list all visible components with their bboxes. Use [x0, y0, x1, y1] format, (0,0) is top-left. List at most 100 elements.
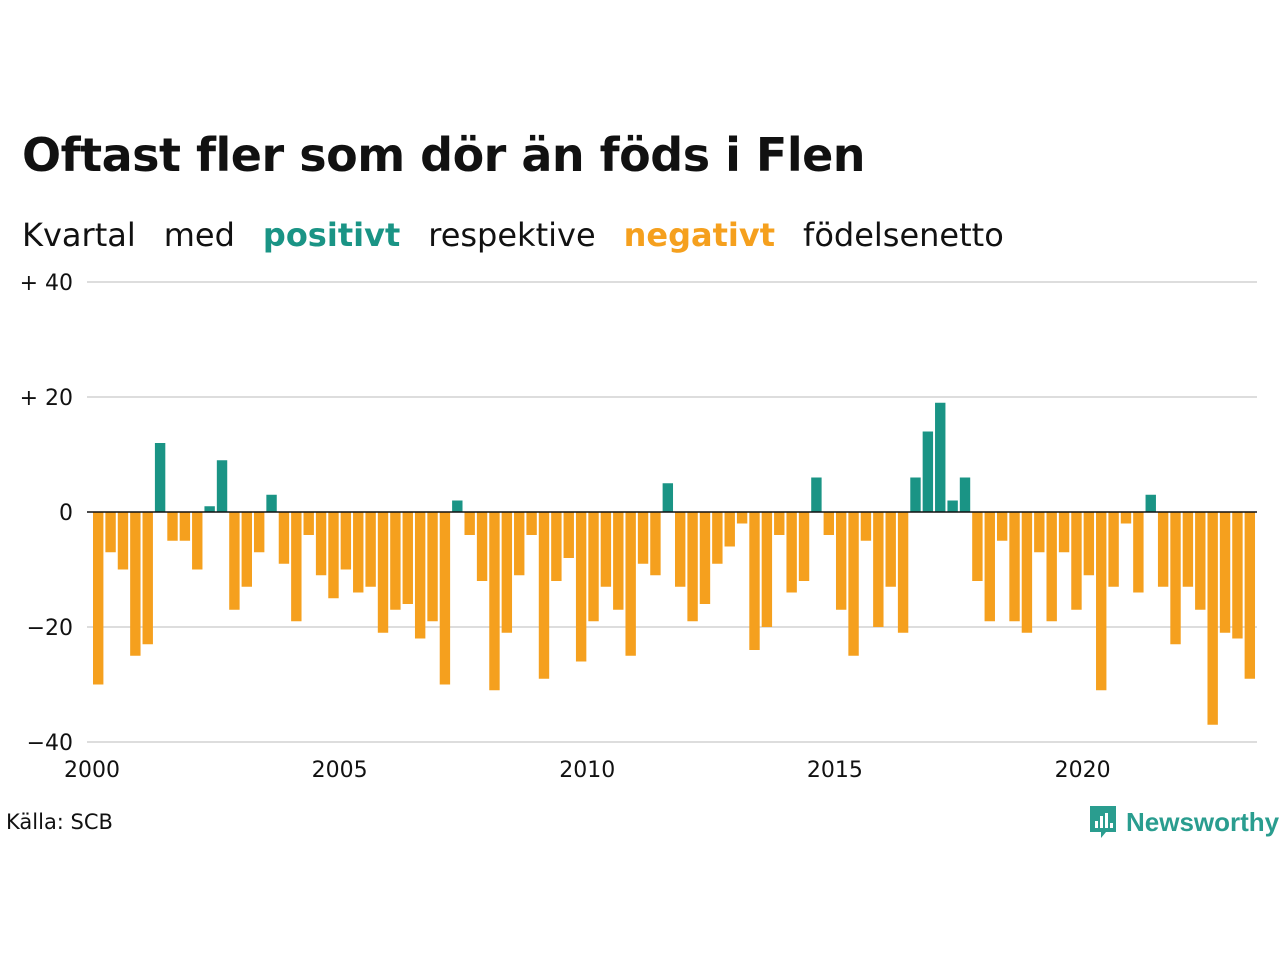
bar-chart: + 40 + 20 0 −20 −40 2000 2005 2010 2015 2020 — [20, 271, 1257, 783]
bar — [1244, 512, 1256, 679]
bar — [551, 512, 562, 581]
bar — [1182, 512, 1194, 587]
bar — [117, 512, 129, 570]
bar — [216, 460, 228, 512]
bar — [811, 477, 822, 512]
bar — [736, 512, 748, 524]
subtitle-word-med: med — [163, 216, 235, 254]
bar — [142, 512, 153, 645]
bar — [538, 512, 550, 679]
bar — [1195, 512, 1206, 610]
bar — [514, 512, 525, 576]
bar — [959, 477, 971, 512]
bar — [873, 512, 884, 627]
bar — [662, 483, 674, 512]
logo-text: Newsworthy — [1126, 806, 1280, 837]
bar — [241, 512, 252, 587]
bar — [414, 512, 426, 639]
bar — [427, 512, 438, 622]
bar — [1120, 512, 1132, 524]
bar — [996, 512, 1008, 541]
source-note: Källa: SCB — [6, 810, 113, 834]
bar — [340, 512, 352, 570]
bar — [526, 512, 537, 535]
bar — [712, 512, 723, 564]
chart-subtitle: Kvartal med positivt respektive negativt föde… — [22, 216, 1032, 254]
bar — [1133, 512, 1144, 593]
subtitle-negative-word: negativt — [623, 216, 776, 254]
x-tick-label: 2005 — [312, 758, 368, 783]
bar — [749, 512, 760, 650]
bar — [154, 443, 166, 512]
bar — [1157, 512, 1169, 587]
bar — [315, 512, 327, 576]
bar — [625, 512, 636, 656]
bar — [588, 512, 599, 622]
bar — [1021, 512, 1033, 633]
bar — [563, 512, 574, 558]
y-tick-label: −20 — [27, 616, 73, 641]
bar — [687, 512, 698, 622]
y-tick-label: + 40 — [20, 271, 73, 296]
bar — [489, 512, 500, 691]
bar — [377, 512, 389, 633]
bar — [798, 512, 810, 581]
bar — [353, 512, 364, 593]
bar — [947, 500, 958, 512]
bar — [935, 402, 946, 512]
bar — [192, 512, 203, 570]
bar — [253, 512, 265, 553]
bar — [1071, 512, 1082, 610]
bar — [1034, 512, 1045, 553]
bar — [675, 512, 686, 587]
y-axis-ticks: + 40 + 20 0 −20 −40 — [20, 271, 73, 756]
bar — [972, 512, 983, 581]
bar — [179, 512, 191, 541]
bar — [476, 512, 488, 581]
bar — [167, 512, 178, 541]
bar — [328, 512, 339, 599]
bar — [501, 512, 513, 633]
newsworthy-logo-icon — [1090, 806, 1116, 838]
bar — [910, 477, 921, 512]
bar — [613, 512, 624, 610]
bar — [1145, 494, 1156, 512]
bar — [885, 512, 896, 587]
bars — [93, 402, 1256, 725]
bar — [1219, 512, 1231, 633]
x-tick-label: 2015 — [807, 758, 863, 783]
bar — [452, 500, 463, 512]
subtitle-word-respektive: respektive — [428, 216, 596, 254]
bar — [1207, 512, 1218, 725]
subtitle-word-kvartal: Kvartal — [22, 216, 136, 254]
bar — [984, 512, 995, 622]
bar — [786, 512, 797, 593]
bar — [1046, 512, 1057, 622]
x-tick-label: 2020 — [1055, 758, 1111, 783]
bar — [1232, 512, 1243, 639]
bar — [1058, 512, 1070, 553]
x-tick-label: 2000 — [64, 758, 120, 783]
y-tick-label: 0 — [59, 501, 73, 526]
bar — [266, 494, 277, 512]
bar — [922, 431, 934, 512]
bar — [575, 512, 587, 662]
bar — [390, 512, 401, 610]
bar — [1108, 512, 1119, 587]
newsworthy-logo[interactable]: Newsworthy — [1088, 802, 1279, 842]
bar — [761, 512, 773, 627]
bar — [402, 512, 413, 604]
bar — [229, 512, 240, 610]
bar — [699, 512, 711, 604]
bar — [823, 512, 834, 535]
bar — [105, 512, 116, 553]
grid-lines — [87, 281, 1257, 743]
chart-title: Oftast fler som dör än föds i Flen — [22, 128, 866, 182]
bar — [291, 512, 302, 622]
bar — [650, 512, 661, 576]
bar — [897, 512, 909, 633]
bar — [774, 512, 785, 535]
bar — [1009, 512, 1020, 622]
bar — [130, 512, 141, 656]
bar — [204, 506, 215, 512]
